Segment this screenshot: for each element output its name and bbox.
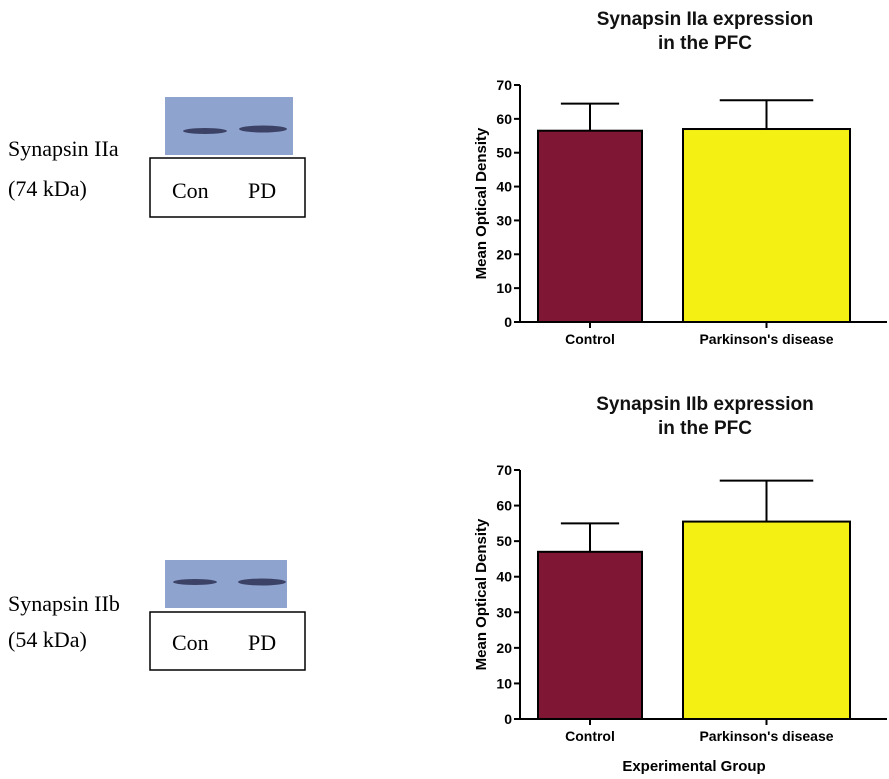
- y-tick-label: 40: [496, 179, 512, 195]
- chart-title: in the PFC: [658, 418, 752, 439]
- blot-size: (74 kDa): [8, 176, 87, 201]
- y-tick-label: 70: [496, 462, 512, 478]
- y-tick-label: 40: [496, 569, 512, 585]
- y-tick-label: 0: [504, 711, 512, 727]
- bar: [538, 131, 642, 322]
- lane-label: Con: [172, 178, 209, 203]
- lane-label: PD: [248, 178, 276, 203]
- y-axis-label: Mean Optical Density: [473, 127, 490, 279]
- x-tick-label: Control: [565, 331, 615, 347]
- blot-band: [173, 579, 217, 585]
- y-tick-label: 10: [496, 675, 512, 691]
- y-tick-label: 60: [496, 111, 512, 127]
- chart-title: Synapsin IIb expression: [596, 394, 814, 415]
- y-axis-label: Mean Optical Density: [473, 518, 490, 670]
- lane-label: PD: [248, 630, 276, 655]
- y-tick-label: 10: [496, 280, 512, 296]
- y-tick-label: 70: [496, 77, 512, 93]
- x-tick-label: Control: [565, 728, 615, 744]
- y-tick-label: 20: [496, 246, 512, 262]
- y-tick-label: 0: [504, 314, 512, 330]
- y-tick-label: 60: [496, 498, 512, 514]
- x-tick-label: Parkinson's disease: [699, 331, 833, 347]
- blot-band: [239, 126, 287, 133]
- blot-size: (54 kDa): [8, 627, 87, 652]
- blot-band: [238, 579, 286, 586]
- x-tick-label: Parkinson's disease: [699, 728, 833, 744]
- y-tick-label: 30: [496, 212, 512, 228]
- blot-band: [183, 128, 227, 134]
- y-tick-label: 20: [496, 640, 512, 656]
- bar: [683, 129, 850, 322]
- y-tick-label: 50: [496, 533, 512, 549]
- bar: [683, 522, 850, 719]
- blot-name: Synapsin IIb: [8, 591, 120, 616]
- lane-label: Con: [172, 630, 209, 655]
- chart-title: Synapsin IIa expression: [597, 9, 813, 30]
- figure: Synapsin IIa (74 kDa) Con PD Synapsin II…: [0, 0, 889, 779]
- x-axis-label: Experimental Group: [622, 758, 765, 775]
- chart-title: in the PFC: [658, 33, 752, 54]
- bar: [538, 552, 642, 719]
- blot-name: Synapsin IIa: [8, 136, 119, 161]
- y-tick-label: 50: [496, 145, 512, 161]
- y-tick-label: 30: [496, 604, 512, 620]
